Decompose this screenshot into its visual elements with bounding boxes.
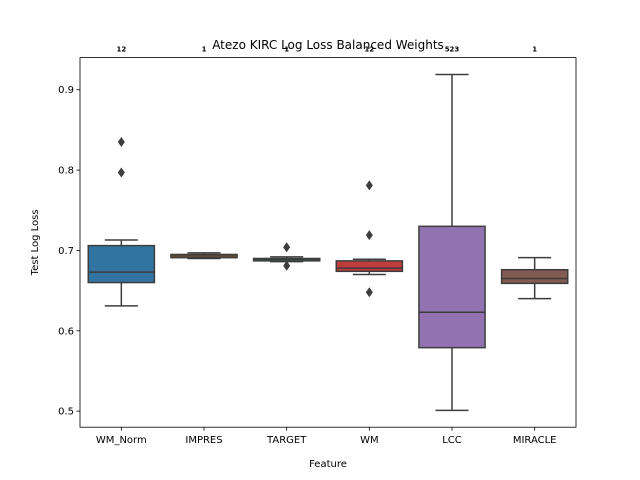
x-tick-label: TARGET <box>266 435 307 446</box>
y-tick-label: 0.8 <box>58 166 74 177</box>
sample-count-label: 1 <box>284 46 289 54</box>
box-wm <box>335 180 404 298</box>
plot-content <box>87 73 569 412</box>
outlier-point <box>365 287 373 298</box>
box-impres <box>170 252 238 260</box>
box-wm-norm <box>87 136 156 307</box>
box-lcc <box>418 73 486 412</box>
plot-frame <box>79 57 577 428</box>
outlier-point <box>365 230 373 241</box>
sample-count-label: 12 <box>116 46 126 54</box>
x-axis: WM_Norm IMPRES TARGET WM LCC MIRACLE <box>96 427 557 446</box>
outlier-point <box>117 167 125 178</box>
outlier-point <box>365 180 373 191</box>
outlier-point <box>283 260 291 271</box>
y-tick-label: 0.6 <box>58 326 74 337</box>
box-iqr <box>87 244 156 284</box>
x-tick-label: LCC <box>442 435 462 446</box>
box-iqr <box>418 225 486 349</box>
y-tick-label: 0.9 <box>58 85 74 96</box>
sample-count-label: 523 <box>445 46 460 54</box>
sample-count-label: 1 <box>202 46 207 54</box>
box-target <box>252 242 321 271</box>
chart-title: Atezo KIRC Log Loss Balanced Weights <box>212 38 444 52</box>
sample-count-label: 1 <box>532 46 537 54</box>
box-miracle <box>500 256 569 300</box>
x-tick-label: WM <box>360 435 379 446</box>
y-axis: 0.5 0.6 0.7 0.8 0.9 <box>58 85 80 418</box>
y-axis-label: Test Log Loss <box>30 209 41 276</box>
x-tick-label: WM_Norm <box>96 435 147 446</box>
x-axis-label: Feature <box>309 459 347 470</box>
outlier-point <box>117 136 125 147</box>
box-iqr <box>335 260 404 273</box>
x-tick-label: IMPRES <box>185 435 222 446</box>
x-tick-label: MIRACLE <box>513 435 557 446</box>
sample-count-label: 12 <box>364 46 374 54</box>
y-tick-label: 0.5 <box>58 407 74 418</box>
outlier-point <box>283 242 291 253</box>
count-labels: 12 1 1 12 523 1 <box>116 46 537 54</box>
y-tick-label: 0.7 <box>58 246 74 257</box>
box-iqr <box>500 268 569 285</box>
